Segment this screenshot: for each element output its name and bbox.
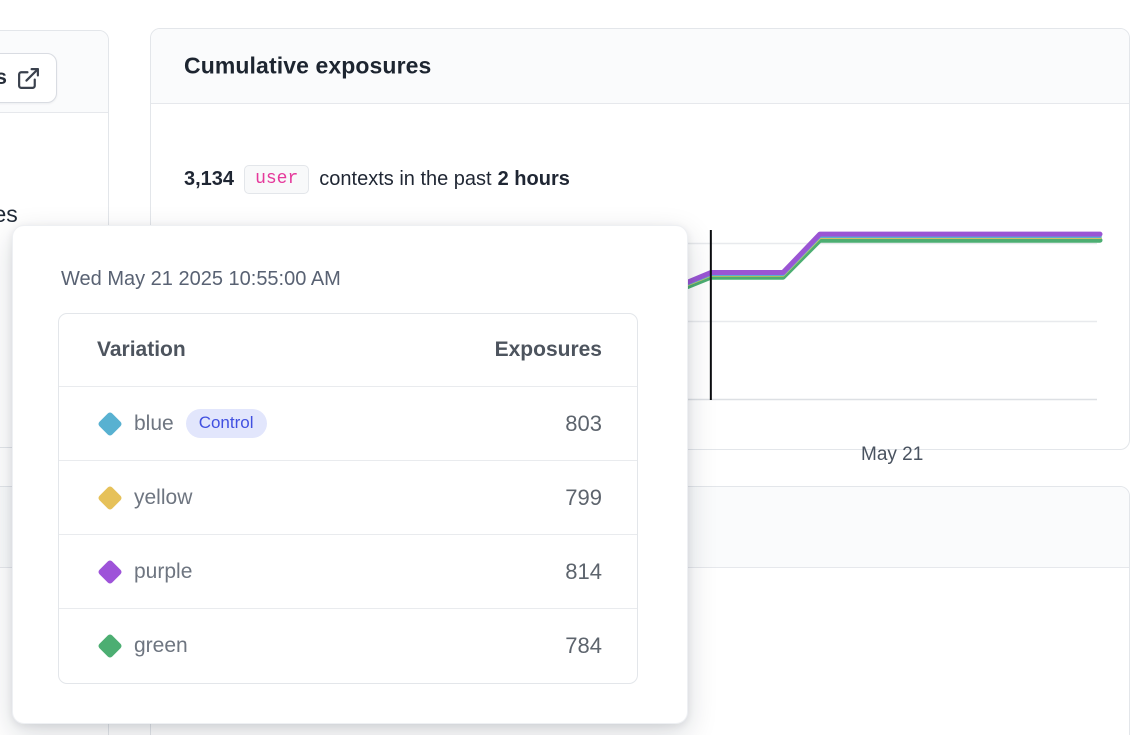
control-badge: Control [185,409,267,438]
cumulative-exposures-header: Cumulative exposures [151,29,1129,104]
chart-tooltip: Wed May 21 2025 10:55:00 AM Variation Ex… [12,225,688,724]
context-kind-badge: user [244,165,310,194]
x-axis-tick-label: May 21 [861,444,924,465]
stat-middle-text: contexts in the past [319,168,492,190]
left-panel-heading-partial: ves [0,201,18,227]
exposure-count: 3,134 [184,168,235,190]
tooltip-timestamp: Wed May 21 2025 10:55:00 AM [61,268,341,290]
exposures-value: 784 [565,633,602,658]
exposures-value: 799 [565,484,602,510]
column-header-variation: Variation [97,338,186,361]
variation-name: purple [134,559,193,583]
stat-duration: 2 hours [497,168,570,190]
tooltip-variation-table: Variation Exposures blue Control 803 yellow… [58,313,638,684]
exposures-value: 814 [565,558,602,584]
open-external-button[interactable]: ts [0,53,57,103]
external-link-icon [16,66,41,91]
left-panel-card-header: ts [0,31,108,113]
variation-name: blue [134,411,174,435]
tooltip-table-header: Variation Exposures [59,314,637,387]
variation-diamond-icon [97,410,123,437]
variation-name: yellow [134,485,193,509]
open-external-button-label: ts [0,66,7,89]
variation-name: green [134,634,188,657]
variation-diamond-icon [97,633,123,659]
variation-row-blue: blue Control 803 [59,387,637,461]
exposures-value: 803 [565,410,602,436]
variation-diamond-icon [97,558,123,585]
exposure-stat-line: 3,134 user contexts in the past 2 hours [184,165,570,194]
variation-row-purple: purple 814 [59,535,637,609]
column-header-exposures: Exposures [494,338,602,361]
variation-row-yellow: yellow 799 [59,461,637,535]
variation-diamond-icon [97,484,123,511]
card-title: Cumulative exposures [184,52,432,79]
variation-row-green: green 784 [59,609,637,683]
